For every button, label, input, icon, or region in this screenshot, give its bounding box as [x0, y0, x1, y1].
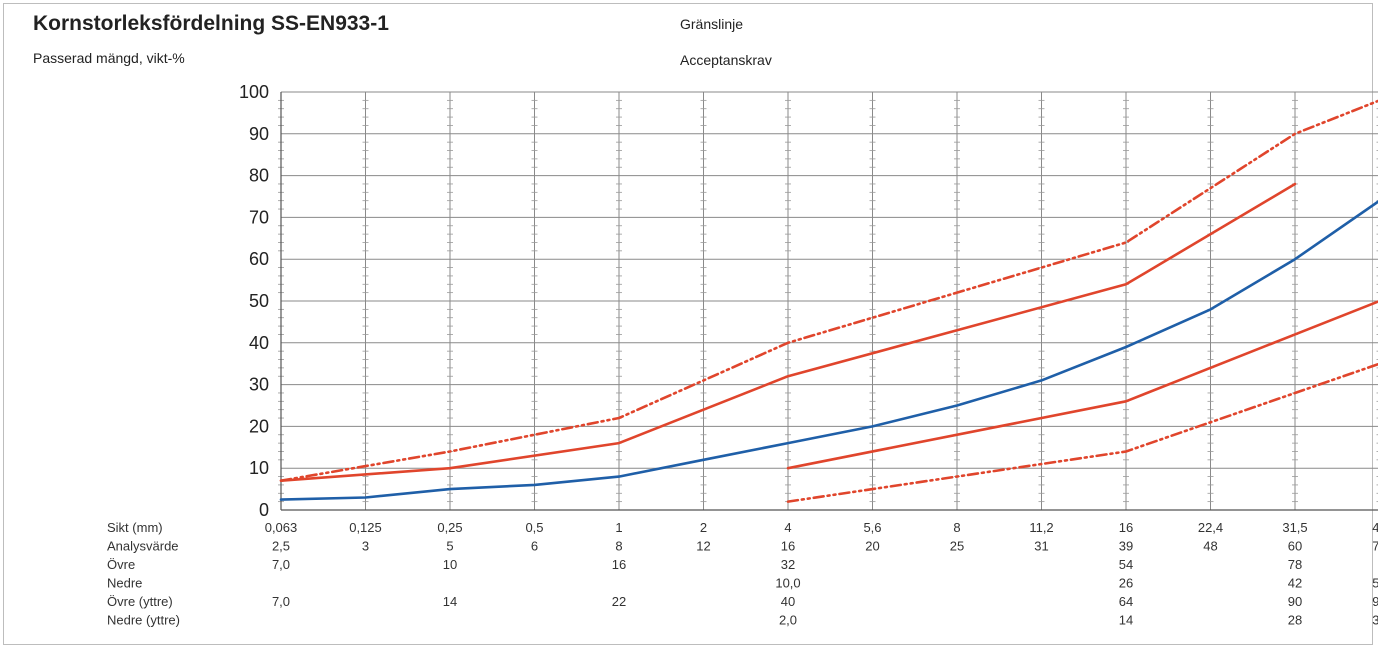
y-tick-label: 80: [249, 166, 269, 186]
table-row-label: Övre (yttre): [107, 594, 173, 609]
table-cell: 22,4: [1198, 520, 1223, 535]
table-row-label: Övre: [107, 557, 135, 572]
table-cell: 74: [1372, 539, 1378, 554]
y-tick-label: 90: [249, 124, 269, 144]
chart-frame: [3, 3, 1373, 645]
legend-limit-line: Gränslinje: [680, 16, 744, 32]
data-table: Sikt (mm) 0,063 0,125 0,25 0,5 1 2 4 5,6 8 11,2 16 2…: [107, 520, 1378, 628]
y-tick-label: 10: [249, 458, 269, 478]
table-cell: 0,063: [265, 520, 298, 535]
table-cell: 16: [781, 539, 795, 554]
series-lines: [279, 99, 1378, 503]
table-cell: 5,6: [863, 520, 881, 535]
y-tick-label: 70: [249, 207, 269, 227]
table-cell: 60: [1288, 539, 1302, 554]
y-tick-label: 100: [239, 82, 269, 102]
table-cell: 40: [781, 594, 795, 609]
table-row-label: Analysvärde: [107, 539, 179, 554]
series-line: [786, 300, 1378, 470]
y-axis-label: Passerad mängd, vikt-%: [33, 50, 185, 66]
table-row-label: Nedre (yttre): [107, 613, 180, 628]
table-cell: 3: [362, 539, 369, 554]
series-line: [279, 200, 1378, 501]
table-cell: 10,0: [775, 576, 800, 591]
y-tick-label: 20: [249, 416, 269, 436]
table-cell: 25: [950, 539, 964, 554]
table-cell: 4: [784, 520, 791, 535]
table-cell: 35: [1372, 613, 1378, 628]
table-cell: 7,0: [272, 557, 290, 572]
table-cell: 8: [615, 539, 622, 554]
table-cell: 14: [443, 594, 457, 609]
table-cell: 8: [953, 520, 960, 535]
table-cell: 0,25: [437, 520, 462, 535]
table-cell: 16: [1119, 520, 1133, 535]
y-tick-label: 40: [249, 333, 269, 353]
table-cell: 78: [1288, 557, 1302, 572]
table-cell: 31,5: [1282, 520, 1307, 535]
table-cell: 2,5: [272, 539, 290, 554]
table-cell: 22: [612, 594, 626, 609]
table-row-label: Sikt (mm): [107, 520, 163, 535]
table-cell: 20: [865, 539, 879, 554]
table-row-label: Nedre: [107, 576, 142, 591]
table-cell: 39: [1119, 539, 1133, 554]
table-cell: 45: [1372, 520, 1378, 535]
grid: [278, 91, 1378, 511]
y-tick-label: 30: [249, 375, 269, 395]
table-cell: 48: [1203, 539, 1217, 554]
table-cell: 28: [1288, 613, 1302, 628]
legend-acceptance: Acceptanskrav: [680, 52, 772, 68]
table-cell: 32: [781, 557, 795, 572]
table-cell: 5: [446, 539, 453, 554]
chart-title: Kornstorleksfördelning SS-EN933-1: [33, 12, 389, 35]
table-cell: 11,2: [1029, 520, 1053, 535]
series-line: [279, 182, 1297, 483]
table-cell: 7,0: [272, 594, 290, 609]
y-tick-label: 0: [259, 500, 269, 520]
table-cell: 90: [1288, 594, 1302, 609]
table-cell: 10: [443, 557, 457, 572]
table-cell: 16: [612, 557, 626, 572]
table-cell: 0,125: [349, 520, 382, 535]
table-cell: 26: [1119, 576, 1133, 591]
table-cell: 31: [1034, 539, 1048, 554]
table-cell: 54: [1119, 557, 1133, 572]
y-tick-labels: 0 10 20 30 40 50 60 70 80 90 100: [239, 82, 269, 520]
table-cell: 2: [700, 520, 707, 535]
table-cell: 14: [1119, 613, 1133, 628]
table-cell: 98: [1372, 594, 1378, 609]
series-line: [279, 99, 1378, 483]
table-cell: 2,0: [779, 613, 797, 628]
table-cell: 6: [531, 539, 538, 554]
table-cell: 50: [1372, 576, 1378, 591]
table-cell: 64: [1119, 594, 1133, 609]
table-cell: 42: [1288, 576, 1302, 591]
table-cell: 12: [696, 539, 710, 554]
series-line: [786, 362, 1378, 503]
y-tick-label: 60: [249, 249, 269, 269]
table-cell: 0,5: [525, 520, 543, 535]
y-tick-label: 50: [249, 291, 269, 311]
table-cell: 1: [615, 520, 622, 535]
